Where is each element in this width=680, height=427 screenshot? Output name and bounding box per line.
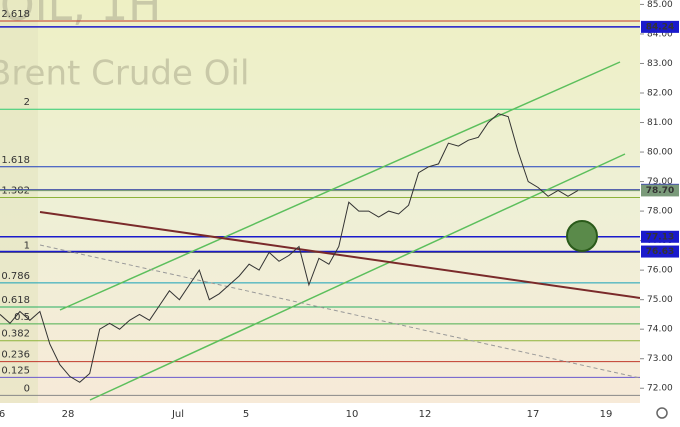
- watermark: OIL, 1H: [0, 0, 161, 31]
- x-tick-label: Jul: [171, 409, 184, 420]
- y-tick-label: 85.00: [647, 0, 673, 10]
- settings-icon[interactable]: [656, 407, 668, 419]
- fib-label: 1: [24, 240, 30, 251]
- x-tick-label: 19: [600, 409, 613, 420]
- x-tick-label: 6: [0, 409, 5, 420]
- channel-upper: [59, 61, 621, 311]
- dashed-line: [39, 244, 641, 379]
- price-tag-label: 84.24: [646, 22, 674, 32]
- y-tick-label: 80.00: [647, 148, 673, 158]
- price-line-series: [0, 113, 579, 383]
- marker-circle: [566, 220, 598, 252]
- trend-line: [39, 211, 641, 299]
- price-tag: [641, 20, 679, 33]
- fib-label: 0.125: [1, 365, 30, 376]
- fib-label: 0.5: [14, 312, 30, 323]
- price-tag: [641, 184, 679, 197]
- y-tick-label: 72.00: [647, 384, 673, 394]
- price-tag: [641, 230, 679, 243]
- y-tick-label: 84.00: [647, 29, 673, 39]
- fib-label: 0.236: [1, 350, 30, 361]
- x-tick-label: 5: [243, 409, 249, 420]
- price-tag-label: 77.13: [646, 232, 674, 242]
- x-tick-label: 12: [419, 409, 432, 420]
- plot-bg: [0, 0, 640, 403]
- fib-label: 0: [24, 383, 30, 394]
- watermark: Brent Crude Oil: [0, 54, 249, 94]
- y-tick-label: 83.00: [647, 59, 673, 69]
- price-tag-label: 78.70: [646, 186, 674, 196]
- price-tag-label: 76.63: [646, 247, 674, 257]
- x-tick-label: 17: [527, 409, 540, 420]
- fib-label: 0.382: [1, 329, 30, 340]
- y-axis-bg: [640, 0, 680, 427]
- x-axis-bg: [0, 403, 680, 427]
- fib-label: 0.618: [1, 295, 30, 306]
- y-tick-label: 81.00: [647, 118, 673, 128]
- x-tick-label: 28: [62, 409, 75, 420]
- y-tick-label: 75.00: [647, 295, 673, 305]
- fib-label: 1.618: [1, 155, 30, 166]
- y-tick-label: 74.00: [647, 325, 673, 335]
- y-tick-label: 73.00: [647, 354, 673, 364]
- x-tick-label: 10: [346, 409, 359, 420]
- left-zone: [0, 0, 38, 403]
- y-tick-label: 82.00: [647, 89, 673, 99]
- y-tick-label: 78.00: [647, 207, 673, 217]
- fib-label: 2.618: [1, 9, 30, 20]
- channel-lower: [89, 153, 626, 401]
- fib-label: 0.786: [1, 271, 30, 282]
- y-tick-label: 79.00: [647, 177, 673, 187]
- y-tick-label: 76.00: [647, 266, 673, 276]
- price-tag: [641, 245, 679, 258]
- fib-label: 2: [24, 97, 30, 108]
